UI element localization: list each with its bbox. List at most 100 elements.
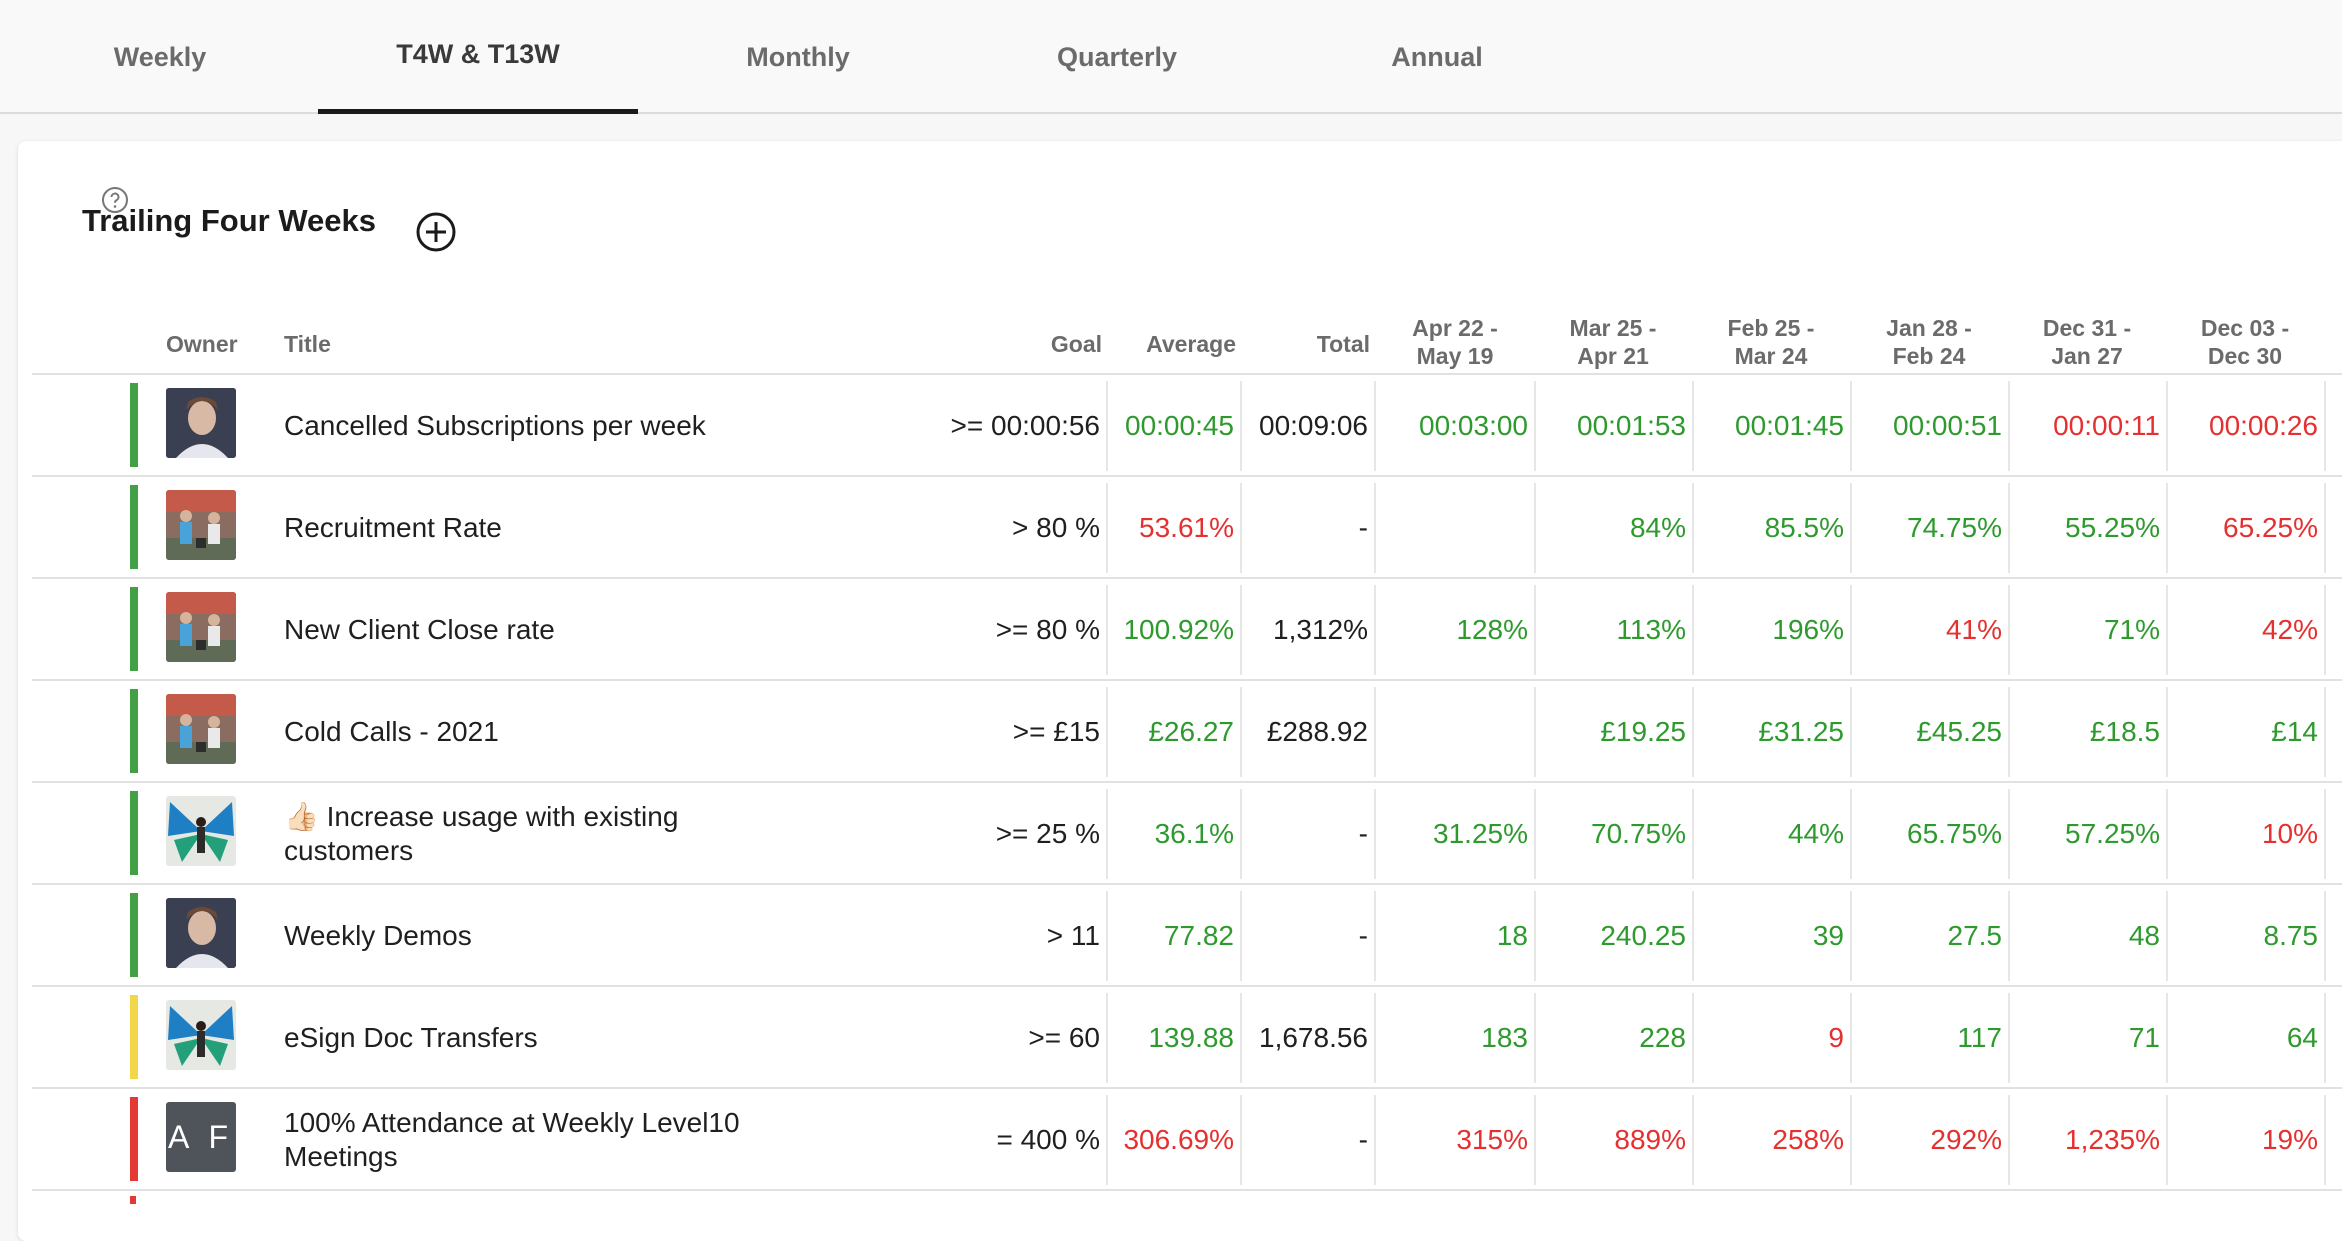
tab-quarterly[interactable]: Quarterly (1056, 41, 1178, 72)
goal-cell[interactable]: >= 80 % (995, 614, 1100, 645)
period-cell[interactable]: 183 (1481, 1022, 1528, 1053)
table-row[interactable]: New Client Close rate >= 80 % 100.92% 1,312… (32, 579, 2342, 681)
total-cell[interactable]: - (1358, 818, 1368, 849)
goal-cell[interactable]: >= £15 (1012, 716, 1100, 747)
period-cell[interactable]: 196% (1772, 614, 1844, 645)
table-row[interactable]: Cancelled Subscriptions per week >= 00:00… (32, 375, 2342, 477)
period-cell[interactable]: 48 (2128, 920, 2160, 951)
measurable-title[interactable]: Cancelled Subscriptions per week (284, 410, 706, 441)
measurable-title[interactable]: 👍🏻 Increase usage with existing customer… (284, 801, 679, 866)
period-cell[interactable]: 315% (1456, 1124, 1528, 1155)
period-cell[interactable]: 74.75% (1907, 512, 2002, 543)
total-cell[interactable]: - (1358, 1124, 1368, 1155)
period-cell[interactable]: 00:03:00 (1419, 410, 1528, 441)
period-cell[interactable]: 292% (1930, 1124, 2002, 1155)
total-cell[interactable]: 1,678.56 (1259, 1022, 1368, 1053)
measurable-title[interactable]: Weekly Demos (284, 920, 472, 951)
period-cell[interactable]: 65.25% (2223, 512, 2318, 543)
period-cell[interactable]: 113% (1616, 614, 1686, 645)
measurable-title[interactable]: eSign Doc Transfers (284, 1022, 538, 1053)
period-cell[interactable] (1376, 681, 1534, 783)
average-cell[interactable]: £26.27 (1148, 716, 1234, 747)
period-cell[interactable]: 00:00:26 (2209, 410, 2318, 441)
measurable-title[interactable]: Cold Calls - 2021 (284, 716, 499, 747)
period-cell[interactable]: 44% (1787, 818, 1844, 849)
period-cell[interactable]: 128% (1456, 614, 1528, 645)
tab-monthly[interactable]: Monthly (746, 41, 850, 72)
table-row[interactable]: Recruitment Rate > 80 % 53.61% - 84% 85.5% 74.… (32, 477, 2342, 579)
goal-cell[interactable]: > 11 (1046, 920, 1100, 951)
goal-cell[interactable]: >= 60 (1028, 1022, 1100, 1053)
tab-annual[interactable]: Annual (1391, 41, 1483, 72)
avatar[interactable]: A F (166, 1102, 236, 1172)
tab-weekly[interactable]: Weekly (113, 41, 207, 72)
period-cell[interactable]: 258% (1772, 1124, 1844, 1155)
period-cell[interactable]: 18 (1496, 920, 1528, 951)
period-cell[interactable]: 8.75 (2263, 920, 2319, 951)
period-cell[interactable]: £14 (2271, 716, 2318, 747)
period-cell[interactable]: 31.25% (1433, 818, 1528, 849)
goal-cell[interactable]: >= 25 % (995, 818, 1100, 849)
period-cell[interactable]: £18.5 (2089, 716, 2160, 747)
period-cell[interactable]: 57.25% (2065, 818, 2160, 849)
table-row[interactable]: eSign Doc Transfers >= 60 139.88 1,678.56 18… (32, 987, 2342, 1089)
tab-t4w-t13w[interactable]: T4W & T13W (318, 0, 638, 114)
period-cell[interactable]: 70.75% (1591, 818, 1686, 849)
total-cell[interactable]: - (1358, 512, 1368, 543)
period-cell[interactable]: 64 (2286, 1022, 2318, 1053)
total-cell[interactable]: £288.92 (1266, 716, 1368, 747)
table-row[interactable]: 👍🏻 Increase usage with existing customer… (32, 783, 2342, 885)
period-cell[interactable]: 19% (2261, 1124, 2318, 1155)
period-cell[interactable]: 39 (1812, 920, 1844, 951)
period-cell[interactable]: 117 (1957, 1022, 2002, 1053)
avatar[interactable] (166, 796, 236, 866)
period-cell[interactable]: 00:01:45 (1735, 410, 1844, 441)
period-cell[interactable]: £31.25 (1758, 716, 1844, 747)
avatar[interactable] (166, 898, 236, 968)
average-cell[interactable]: 139.88 (1148, 1022, 1234, 1053)
avatar[interactable] (166, 694, 236, 764)
period-cell[interactable]: 9 (1828, 1022, 1844, 1053)
period-cell[interactable]: 84% (1629, 512, 1686, 543)
period-cell[interactable]: 240.25 (1600, 920, 1686, 951)
average-cell[interactable]: 77.82 (1163, 920, 1234, 951)
table-row[interactable]: Weekly Demos > 11 77.82 - 18 240.25 39 27.5 48 8.… (32, 885, 2342, 987)
period-cell[interactable]: 42% (2261, 614, 2318, 645)
avatar[interactable] (166, 1000, 236, 1070)
period-cell[interactable]: 27.5 (1947, 920, 2003, 951)
total-cell[interactable]: 1,312% (1273, 614, 1368, 645)
measurable-title[interactable]: 100% Attendance at Weekly Level10 Meetin… (284, 1107, 740, 1172)
measurable-title[interactable]: New Client Close rate (284, 614, 555, 645)
period-cell[interactable]: £45.25 (1916, 716, 2002, 747)
average-cell[interactable]: 306.69% (1123, 1124, 1234, 1155)
period-cell[interactable]: 00:00:11 (2053, 410, 2160, 441)
question-circle-icon[interactable] (101, 186, 129, 214)
average-cell[interactable]: 00:00:45 (1125, 410, 1234, 441)
table-row[interactable]: A F 100% Attendance at Weekly Level10 Mee… (32, 1089, 2342, 1191)
plus-circle-icon[interactable] (415, 211, 457, 253)
table-row[interactable]: Cold Calls - 2021 >= £15 £26.27 £288.92 £19.… (32, 681, 2342, 783)
period-cell[interactable]: 10% (2261, 818, 2318, 849)
average-cell[interactable]: 36.1% (1154, 818, 1234, 849)
period-cell[interactable]: 41% (1945, 614, 2002, 645)
period-cell[interactable]: 85.5% (1764, 512, 1844, 543)
period-cell[interactable]: 71 (2128, 1022, 2160, 1053)
goal-cell[interactable]: >= 00:00:56 (950, 410, 1100, 441)
average-cell[interactable]: 53.61% (1139, 512, 1234, 543)
total-cell[interactable]: - (1358, 920, 1368, 951)
period-cell[interactable]: 00:00:51 (1893, 410, 2002, 441)
total-cell[interactable]: 00:09:06 (1259, 410, 1368, 441)
period-cell[interactable]: £19.25 (1600, 716, 1686, 747)
avatar[interactable] (166, 388, 236, 458)
goal-cell[interactable]: = 400 % (996, 1124, 1100, 1155)
measurable-title[interactable]: Recruitment Rate (284, 512, 502, 543)
avatar[interactable] (166, 592, 236, 662)
period-cell[interactable]: 55.25% (2065, 512, 2160, 543)
period-cell[interactable]: 1,235% (2065, 1124, 2160, 1155)
avatar[interactable] (166, 490, 236, 560)
period-cell[interactable]: 228 (1639, 1022, 1686, 1053)
average-cell[interactable]: 100.92% (1123, 614, 1234, 645)
period-cell[interactable]: 71% (2103, 614, 2160, 645)
period-cell[interactable]: 65.75% (1907, 818, 2002, 849)
period-cell[interactable]: 00:01:53 (1577, 410, 1686, 441)
